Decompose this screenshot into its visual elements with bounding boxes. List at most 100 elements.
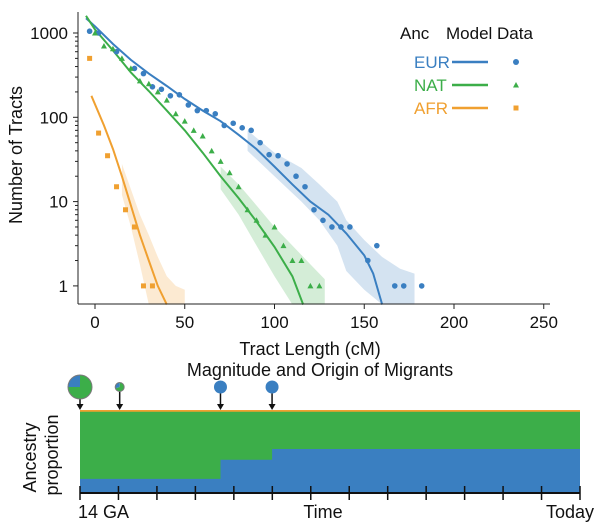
data-point-nat [235,183,242,190]
data-point-nat [136,77,143,84]
ancestry-axis-label: Ancestry proportion [20,414,62,495]
data-point-eur [400,283,407,289]
data-point-eur [391,283,398,289]
legend-header: Model [446,24,492,43]
y-axis-label: Number of Tracts [6,86,26,224]
legend-header: Data [497,24,533,43]
x-tick-label: 200 [440,313,468,332]
data-point-nat [127,65,134,71]
migration-pie [265,380,279,394]
model-line-afr [90,95,168,306]
data-point-nat [316,282,323,289]
ancestry-areas [80,410,580,493]
data-point-nat [154,88,161,95]
x-tick-label: 0 [90,313,99,332]
time-start-label: 14 GA [78,502,129,522]
data-point-nat [298,257,305,264]
data-point-nat [280,242,287,249]
data-point-eur [221,122,228,129]
data-point-eur [320,217,326,224]
data-point-eur [185,102,192,108]
data-point-afr [131,224,137,230]
migration-pie [67,374,93,400]
legend-label-nat: NAT [414,76,447,95]
data-point-eur [338,224,344,230]
pie-slice-eur [68,375,80,387]
legend-header: Anc [400,24,430,43]
legend-marker-eur [513,59,519,65]
data-point-eur [239,125,245,131]
data-point-eur [293,173,299,180]
data-point-nat [172,110,179,117]
data-point-eur [257,139,263,146]
migration-arrowhead [268,404,276,410]
time-axis [79,486,581,500]
band-afr [121,163,185,305]
migration-events [67,374,279,410]
model-line-eur [85,17,384,305]
pie-slice-nat [115,382,125,392]
data-point-eur [158,86,165,93]
data-point-afr [87,55,93,61]
data-point-nat [208,147,215,154]
x-tick-label: 150 [350,313,378,332]
data-point-eur [167,92,174,99]
data-point-eur [248,127,254,134]
y-tick-label: 1 [59,277,68,296]
data-point-nat [307,282,314,289]
data-point-eur [194,107,201,114]
data-points [86,28,425,289]
data-point-nat [226,169,233,176]
data-point-nat [163,97,170,103]
data-point-afr [114,184,120,190]
data-point-eur [212,111,219,117]
data-point-eur [140,70,147,77]
data-point-eur [176,91,183,98]
data-point-nat [118,55,125,61]
data-point-nat [199,133,206,139]
x-axis-label: Tract Length (cM) [239,339,380,359]
data-point-eur [203,107,210,114]
data-point-afr [96,130,102,136]
data-point-nat [100,43,107,49]
data-point-eur [329,224,335,230]
axes: 0 50 100 150 200 250 1 10 100 1000 [30,12,558,332]
pie-outline [114,382,125,392]
legend-marker-nat [513,82,519,88]
data-point-nat [271,223,278,230]
x-tick-label: 50 [175,313,194,332]
data-point-eur [230,120,237,127]
data-point-nat [253,217,260,223]
y-tick-label: 1000 [30,24,68,43]
data-point-nat [181,118,188,124]
y-tick-label: 100 [40,108,68,127]
migration-pie [114,382,125,392]
time-axis-label: Time [303,502,342,522]
model-lines [85,15,384,306]
migration-arrowhead [216,404,224,410]
data-point-afr [149,283,155,289]
data-point-nat [190,127,197,133]
data-point-eur [86,28,93,35]
data-point-nat [145,80,152,87]
data-point-eur [347,224,353,230]
data-point-eur [275,152,281,159]
data-point-eur [284,161,290,167]
x-tick-label: 250 [530,313,558,332]
data-point-nat [262,232,269,238]
area-eur [80,449,580,493]
migration-arrowhead [76,404,84,410]
legend-label-afr: AFR [414,99,448,118]
legend-marker-afr [513,105,519,111]
legend-label-eur: EUR [414,53,450,72]
y-tick-label: 10 [49,193,68,212]
data-point-afr [105,153,111,159]
x-tick-label: 100 [260,313,288,332]
data-point-afr [123,207,129,213]
data-point-nat [244,206,251,213]
migrants-title: Magnitude and Origin of Migrants [187,360,453,380]
data-point-nat [289,257,296,264]
data-point-eur [302,183,308,190]
migration-pie [213,380,227,394]
